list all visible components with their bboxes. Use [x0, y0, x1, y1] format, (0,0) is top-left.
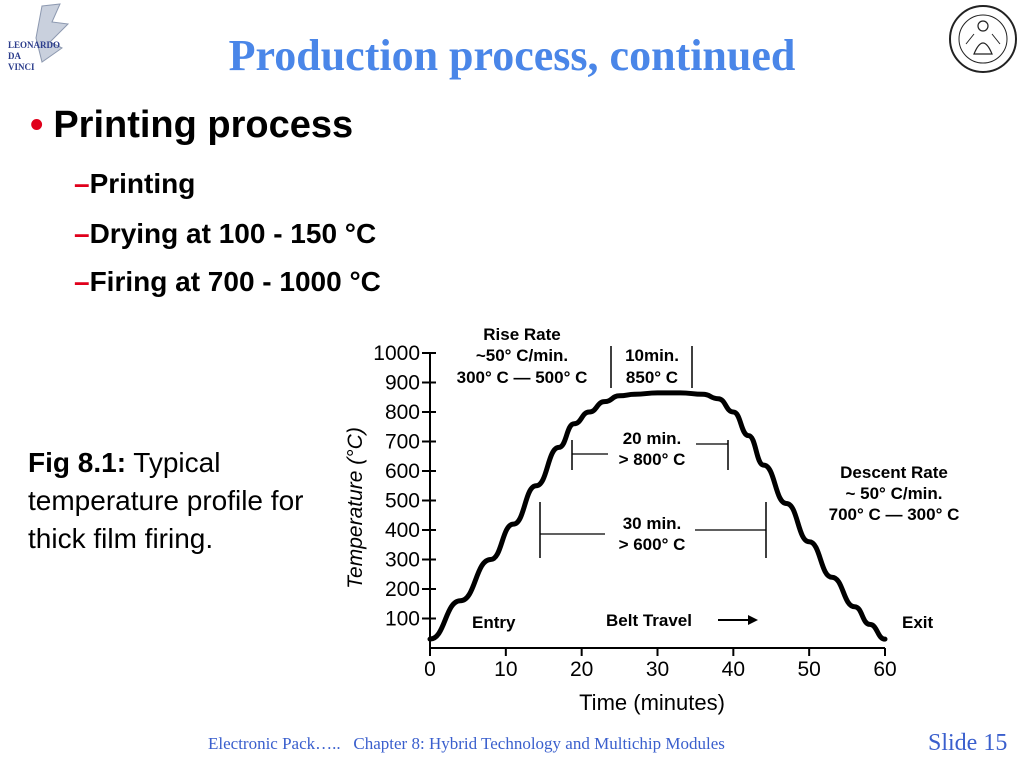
subbullet-text: Printing: [89, 168, 196, 199]
descent-rate-value: ~ 50° C/min.: [845, 484, 942, 503]
y-tick-label: 700: [385, 431, 420, 454]
slide-title: Production process, continued: [228, 31, 796, 80]
svg-text:VINCI: VINCI: [8, 62, 35, 72]
caption-label: Fig 8.1:: [28, 447, 127, 478]
subbullet-text: Firing at 700 - 1000 °C: [89, 266, 381, 297]
subbullet-drying: –Drying at 100 - 150 °C: [74, 218, 376, 250]
y-tick-label: 200: [385, 578, 420, 601]
footer-left: Electronic Pack…..: [208, 734, 341, 753]
temperature-profile-chart: 0 10 20 30 40 50 60 100 200 300 400 500 600 700 800 900…: [330, 318, 990, 718]
dash: –: [74, 218, 90, 249]
leonardo-da-vinci-logo: LEONARDO DA VINCI: [2, 2, 72, 94]
subbullet-printing: –Printing: [74, 168, 195, 200]
y-tick-label: 400: [385, 519, 420, 542]
peak-temperature: 850° C: [626, 368, 678, 387]
x-tick-label: 0: [424, 658, 436, 681]
belt-travel-arrowhead: [748, 615, 758, 625]
x-tick-label: 30: [646, 658, 669, 681]
x-tick-label: 40: [722, 658, 745, 681]
caption-text: Typical temperature profile for thick fi…: [28, 447, 304, 554]
bullet-printing-process: • Printing process: [30, 104, 353, 147]
x-tick-label: 20: [570, 658, 593, 681]
y-tick-label: 100: [385, 608, 420, 631]
bullet-text: Printing process: [53, 104, 354, 146]
dash: –: [74, 266, 90, 297]
subbullet-text: Drying at 100 - 150 °C: [89, 218, 377, 249]
x-tick-label: 10: [494, 658, 517, 681]
rise-rate-value: ~50° C/min.: [476, 346, 568, 365]
x-tick-label: 60: [873, 658, 896, 681]
descent-rate-label: Descent Rate: [840, 463, 948, 482]
slide-number: Slide 15: [928, 730, 1008, 756]
y-tick-label: 300: [385, 549, 420, 572]
x-axis-label: Time (minutes): [579, 690, 725, 715]
entry-label: Entry: [472, 613, 516, 632]
y-tick-label: 600: [385, 460, 420, 483]
above-800-duration: 20 min.: [623, 429, 682, 448]
above-800-label: > 800° C: [619, 450, 686, 469]
peak-duration: 10min.: [625, 346, 679, 365]
y-tick-label: 1000: [373, 342, 420, 365]
rise-rate-range: 300° C — 500° C: [457, 368, 588, 387]
temperature-curve: [427, 390, 888, 642]
above-600-label: > 600° C: [619, 535, 686, 554]
figure-caption: Fig 8.1: Typical temperature profile for…: [28, 444, 328, 558]
descent-rate-range: 700° C — 300° C: [829, 505, 960, 524]
bullet-dot: •: [30, 104, 44, 146]
rise-rate-label: Rise Rate: [483, 325, 560, 344]
footer-chapter: Chapter 8: Hybrid Technology and Multich…: [353, 734, 725, 753]
belt-travel-label: Belt Travel: [606, 611, 692, 630]
y-tick-label: 900: [385, 372, 420, 395]
y-tick-label: 800: [385, 401, 420, 424]
x-tick-label: 50: [797, 658, 820, 681]
exit-label: Exit: [902, 613, 934, 632]
svg-text:LEONARDO: LEONARDO: [8, 40, 60, 50]
svg-text:DA: DA: [8, 51, 21, 61]
university-of-oslo-seal: [948, 4, 1018, 74]
y-axis-label: Temperature (°C): [344, 427, 367, 589]
above-600-duration: 30 min.: [623, 514, 682, 533]
dash: –: [74, 168, 90, 199]
footer: Electronic Pack….. Chapter 8: Hybrid Tec…: [208, 734, 725, 754]
subbullet-firing: –Firing at 700 - 1000 °C: [74, 266, 381, 298]
y-tick-label: 500: [385, 490, 420, 513]
